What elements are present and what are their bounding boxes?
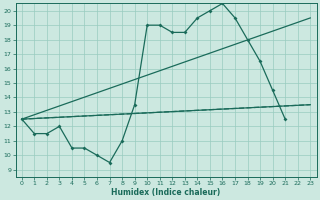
X-axis label: Humidex (Indice chaleur): Humidex (Indice chaleur) [111, 188, 221, 197]
